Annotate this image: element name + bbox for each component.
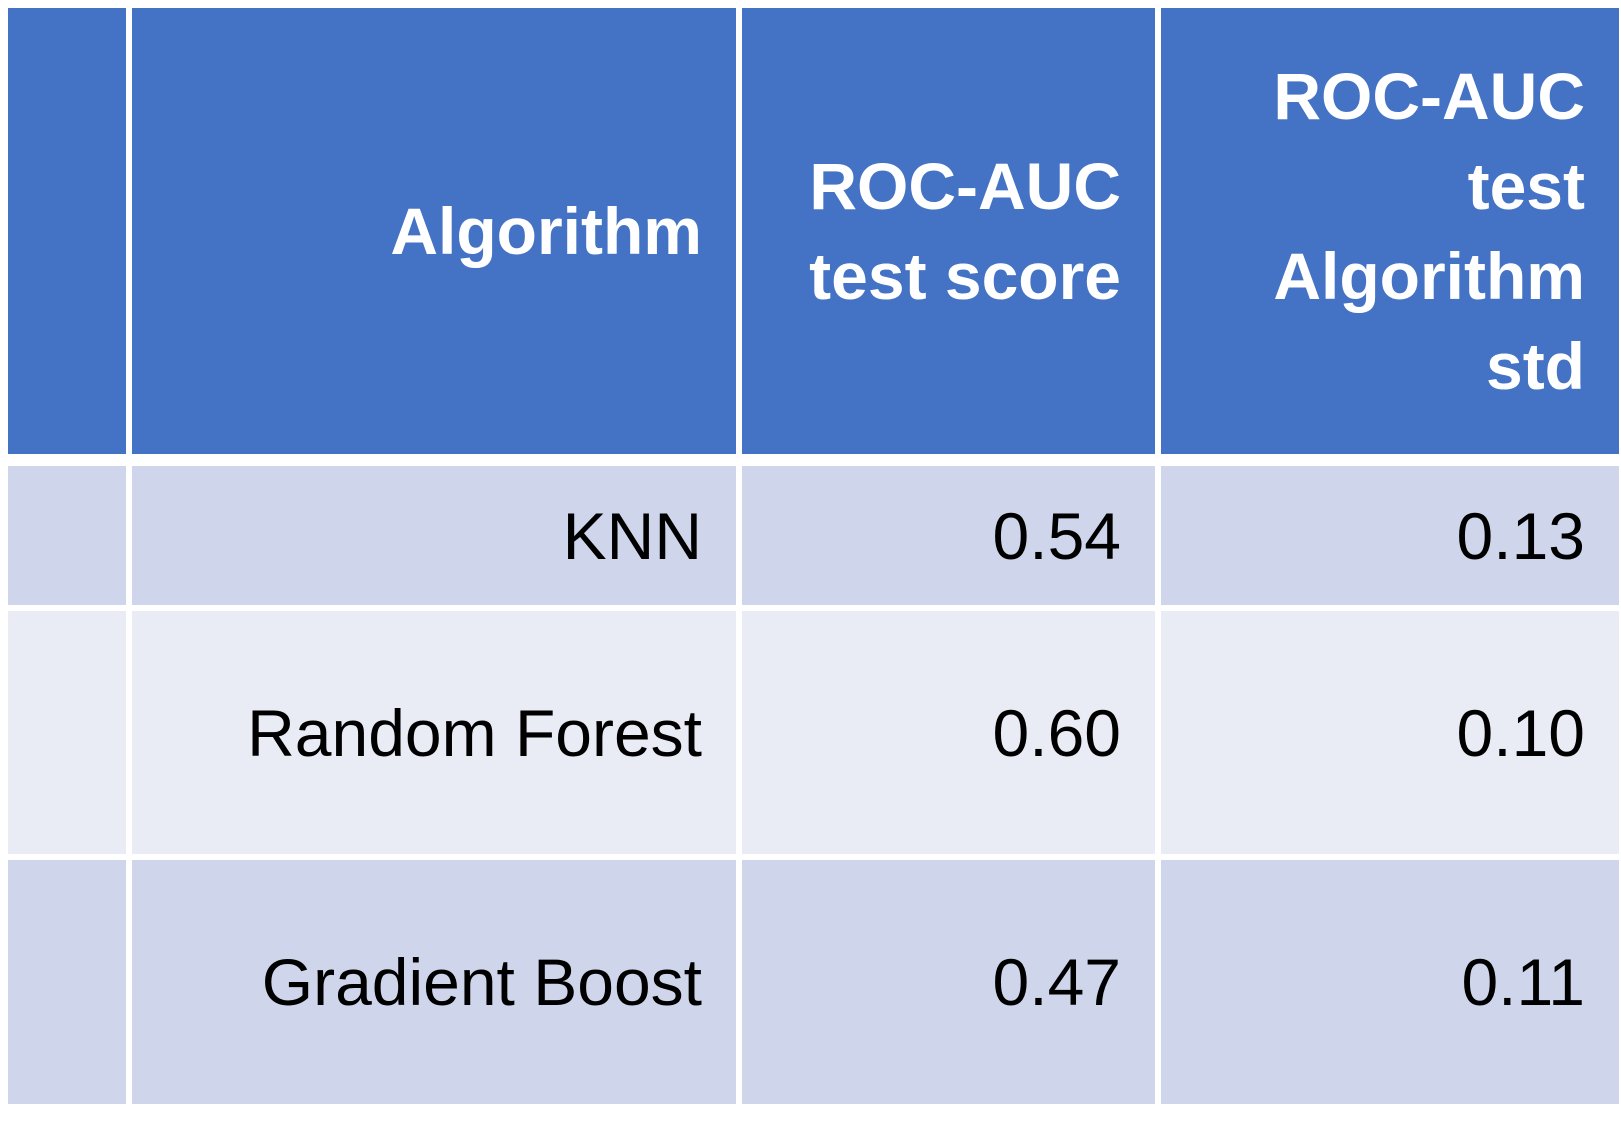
table-row: Gradient Boost 0.47 0.11 xyxy=(2,854,1621,1110)
cell-score: 0.60 xyxy=(736,605,1161,860)
cell-score: 0.47 xyxy=(736,854,1161,1110)
header-score: ROC-AUC test score xyxy=(736,2,1161,466)
header-score-line-1: ROC-AUC xyxy=(809,149,1121,223)
cell-algorithm: Gradient Boost xyxy=(126,854,742,1110)
header-algorithm: Algorithm xyxy=(126,2,742,466)
header-std-line-4: std xyxy=(1486,329,1585,403)
cell-index xyxy=(2,854,132,1110)
header-std-line-3: Algorithm xyxy=(1273,239,1585,313)
header-index xyxy=(2,2,132,466)
table-row: KNN 0.54 0.13 xyxy=(2,457,1621,611)
header-std-line-1: ROC-AUC xyxy=(1273,59,1585,133)
cell-index xyxy=(2,457,132,611)
cell-index xyxy=(2,605,132,860)
table-row: Random Forest 0.60 0.10 xyxy=(2,605,1621,860)
cell-score: 0.54 xyxy=(736,457,1161,611)
header-std-line-2: test xyxy=(1467,149,1585,223)
cell-std: 0.11 xyxy=(1155,854,1621,1110)
header-algorithm-line: Algorithm xyxy=(390,194,702,268)
cell-algorithm: KNN xyxy=(126,457,742,611)
cell-algorithm: Random Forest xyxy=(126,605,742,860)
header-row: Algorithm ROC-AUC test score ROC-AUC tes… xyxy=(2,2,1621,466)
cell-std: 0.10 xyxy=(1155,605,1621,860)
header-std: ROC-AUC test Algorithm std xyxy=(1155,2,1621,466)
cell-std: 0.13 xyxy=(1155,457,1621,611)
header-score-line-2: test score xyxy=(809,239,1121,313)
